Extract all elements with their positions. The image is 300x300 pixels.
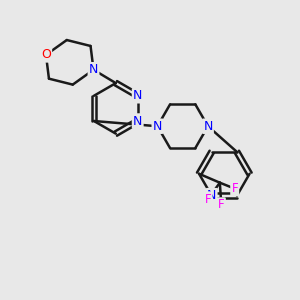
- Text: N: N: [207, 189, 216, 202]
- Text: F: F: [218, 199, 225, 212]
- Text: N: N: [133, 89, 142, 102]
- Text: F: F: [231, 182, 238, 195]
- Text: N: N: [133, 115, 142, 128]
- Text: O: O: [41, 48, 51, 62]
- Text: F: F: [205, 193, 211, 206]
- Text: N: N: [89, 63, 98, 76]
- Text: N: N: [203, 120, 213, 133]
- Text: N: N: [153, 120, 162, 133]
